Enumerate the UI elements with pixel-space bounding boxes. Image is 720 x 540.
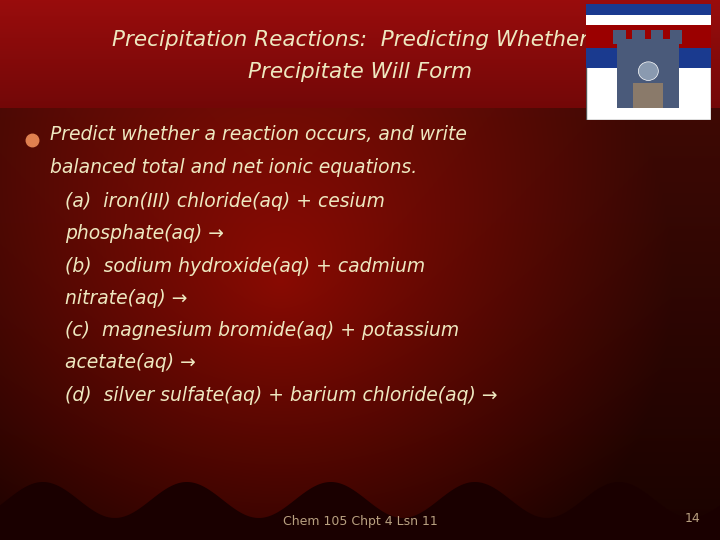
- Text: balanced total and net ionic equations.: balanced total and net ionic equations.: [50, 158, 418, 177]
- Text: Predict whether a reaction occurs, and write: Predict whether a reaction occurs, and w…: [50, 125, 467, 145]
- Text: (c)  magnesium bromide(aq) + potassium: (c) magnesium bromide(aq) + potassium: [65, 321, 459, 340]
- FancyBboxPatch shape: [0, 0, 720, 108]
- Bar: [634, 83, 663, 108]
- Circle shape: [639, 62, 658, 80]
- Bar: [586, 15, 711, 25]
- Text: (d)  silver sulfate(aq) + barium chloride(aq) →: (d) silver sulfate(aq) + barium chloride…: [65, 386, 498, 405]
- Bar: [670, 30, 682, 44]
- Text: acetate(aq) →: acetate(aq) →: [65, 354, 196, 373]
- Bar: [586, 25, 711, 48]
- Text: Precipitation Reactions:  Predicting Whether a: Precipitation Reactions: Predicting Whet…: [112, 30, 608, 50]
- Bar: [617, 38, 680, 108]
- Text: phosphate(aq) →: phosphate(aq) →: [65, 224, 224, 244]
- Bar: [586, 4, 711, 68]
- Bar: [651, 30, 663, 44]
- Text: (b)  sodium hydroxide(aq) + cadmium: (b) sodium hydroxide(aq) + cadmium: [65, 256, 425, 275]
- Text: (a)  iron(III) chloride(aq) + cesium: (a) iron(III) chloride(aq) + cesium: [65, 192, 385, 211]
- Text: Precipitate Will Form: Precipitate Will Form: [248, 62, 472, 82]
- Polygon shape: [0, 482, 720, 540]
- Text: nitrate(aq) →: nitrate(aq) →: [65, 289, 187, 308]
- Text: Chem 105 Chpt 4 Lsn 11: Chem 105 Chpt 4 Lsn 11: [283, 516, 437, 529]
- Text: 14: 14: [684, 511, 700, 524]
- Bar: [632, 30, 644, 44]
- Bar: [613, 30, 626, 44]
